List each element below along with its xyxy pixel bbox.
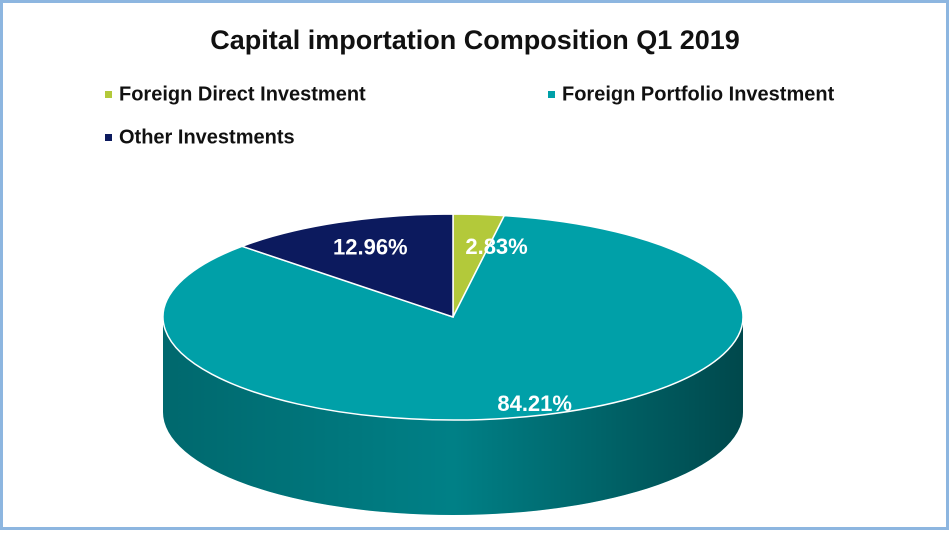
slice	[239, 213, 454, 319]
legend-swatch	[105, 134, 112, 141]
legend-swatch	[548, 91, 555, 98]
legend-label: Foreign Portfolio Investment	[562, 83, 835, 105]
data-label: 2.83%	[465, 234, 527, 259]
chart-title: Capital importation Composition Q1 2019	[210, 25, 740, 55]
legend-label: Foreign Direct Investment	[119, 83, 366, 105]
slice-side-shade	[163, 317, 743, 515]
slice	[162, 214, 744, 421]
legend-swatch	[105, 91, 112, 98]
legend-label: Other Investments	[119, 126, 295, 148]
data-label: 84.21%	[497, 391, 572, 416]
data-label: 12.96%	[333, 235, 408, 260]
